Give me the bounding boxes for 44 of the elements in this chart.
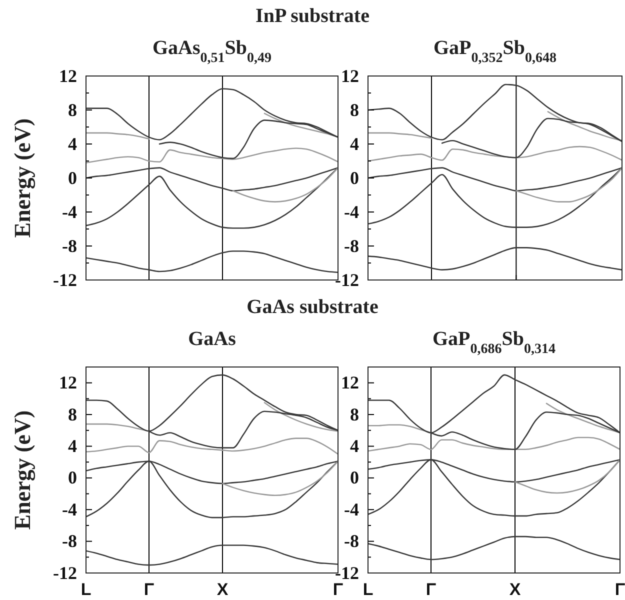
y-tick-label: 12 <box>341 372 359 393</box>
y-tick-label: 12 <box>59 372 77 393</box>
x-tick-label: Γ <box>332 580 344 600</box>
y-tick-label: -8 <box>344 531 359 552</box>
y-tick-label: -8 <box>62 531 77 552</box>
x-tick-label: X <box>509 580 522 600</box>
y-tick-label: -8 <box>344 236 359 256</box>
y-tick-label: -12 <box>335 562 359 583</box>
chart-subtitle: GaAs substrate <box>246 296 378 318</box>
y-tick-label: -12 <box>53 562 77 583</box>
y-tick-label: -8 <box>62 236 77 256</box>
chart-title: GaP$_{0,352}$Sb$_{0,648}$ <box>433 37 557 66</box>
y-tick-label: 8 <box>68 404 77 424</box>
y-tick-label: 4 <box>68 436 77 456</box>
y-tick-label: -4 <box>344 202 359 222</box>
y-tick-label: 0 <box>350 168 359 188</box>
y-tick-label: -12 <box>335 270 359 290</box>
y-tick-label: 8 <box>68 100 77 120</box>
x-tick-label: X <box>216 580 229 600</box>
y-tick-label: 0 <box>350 468 359 488</box>
y-tick-label: -12 <box>53 270 77 290</box>
x-tick-label: Γ <box>614 580 625 600</box>
y-axis-title: Energy (eV) <box>10 410 36 530</box>
y-tick-label: -4 <box>344 499 359 520</box>
y-tick-label: 12 <box>341 66 359 86</box>
chart-title: GaAs <box>188 328 236 350</box>
y-tick-label: 4 <box>350 436 359 456</box>
x-tick-label: L <box>80 580 92 600</box>
y-tick-label: 8 <box>350 100 359 120</box>
y-tick-label: 0 <box>68 468 77 488</box>
y-tick-label: 8 <box>350 404 359 424</box>
y-axis-title: Energy (eV) <box>10 118 36 238</box>
chart-title: GaP$_{0,686}$Sb$_{0,314}$ <box>432 328 556 356</box>
x-tick-label: L <box>362 580 374 600</box>
x-tick-label: Γ <box>426 580 436 600</box>
y-tick-label: -4 <box>62 202 77 222</box>
chart-title: GaAs$_{0,51}$Sb$_{0,49}$ <box>152 37 272 66</box>
x-tick-label: Γ <box>144 580 154 600</box>
y-tick-label: 4 <box>68 134 77 154</box>
y-tick-label: -4 <box>62 499 77 520</box>
chart-subtitle: InP substrate <box>256 5 370 27</box>
y-tick-label: 0 <box>68 168 77 188</box>
y-tick-label: 4 <box>350 134 359 154</box>
y-tick-label: 12 <box>59 66 77 86</box>
